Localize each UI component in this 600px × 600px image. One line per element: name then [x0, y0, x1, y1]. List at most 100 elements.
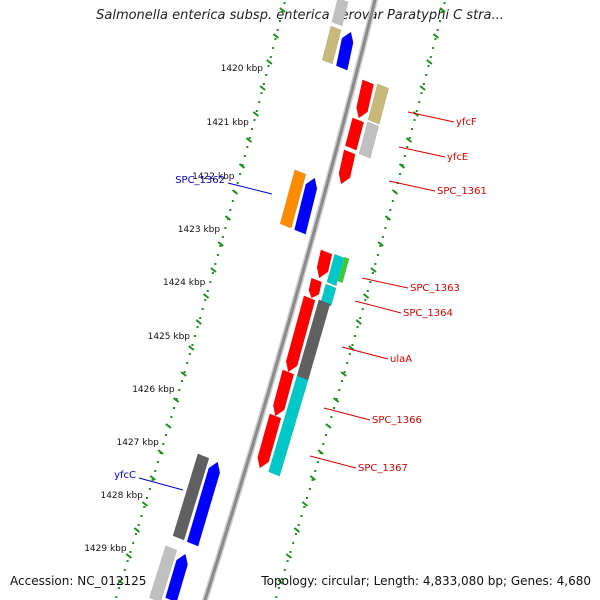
- tick-dot: [120, 578, 123, 580]
- gene-feature: [279, 169, 307, 229]
- tick-dot: [366, 290, 369, 292]
- tick-major: [224, 215, 232, 221]
- tick-major: [377, 241, 384, 247]
- tick-dot: [146, 497, 148, 499]
- tick-major: [117, 579, 124, 585]
- kbp-label: 1420 kbp: [221, 64, 264, 74]
- leader-line: [341, 346, 389, 360]
- tick-dot: [170, 416, 173, 418]
- tick-dot: [295, 533, 297, 535]
- tick-dot: [429, 56, 432, 58]
- tick-dot: [251, 128, 254, 130]
- kbp-label: 1429 kbp: [84, 544, 127, 554]
- tick-major: [439, 7, 446, 13]
- tick-dot: [188, 353, 191, 355]
- gene-feature: [335, 31, 354, 71]
- tick-dot: [427, 65, 430, 67]
- backbone-ring: [201, 0, 379, 600]
- tick-dot: [338, 389, 341, 391]
- tick-major: [157, 449, 164, 455]
- tick-dot: [272, 47, 275, 49]
- kbp-label: 1421 kbp: [206, 118, 249, 128]
- tick-major: [277, 579, 284, 585]
- gene-feature: [320, 283, 337, 307]
- tick-dot: [162, 443, 165, 445]
- tick-major: [384, 215, 392, 221]
- tick-dot: [330, 416, 333, 418]
- tick-dot: [335, 398, 338, 400]
- tick-dot: [311, 479, 314, 481]
- tick-dot: [316, 461, 319, 463]
- tick-major: [317, 449, 324, 455]
- tick-dot: [384, 227, 387, 229]
- tick-dot: [224, 227, 227, 229]
- tick-dot: [135, 533, 137, 535]
- gene-feature: [326, 253, 345, 287]
- tick-dot: [381, 236, 384, 238]
- tick-dot: [314, 470, 317, 472]
- tick-dot: [443, 2, 446, 4]
- tick-dot: [306, 497, 308, 499]
- kbp-label: 1428 kbp: [100, 491, 143, 501]
- tick-dot: [300, 515, 303, 517]
- kbp-label: 1424 kbp: [163, 278, 206, 288]
- tick-major: [259, 85, 266, 91]
- tick-major: [293, 527, 301, 533]
- gene-feature: [308, 277, 322, 299]
- tick-major: [279, 7, 286, 13]
- tick-dot: [219, 245, 222, 247]
- leader-line: [398, 146, 446, 158]
- leader-line: [138, 477, 184, 491]
- tick-dot: [115, 596, 118, 598]
- tick-dot: [418, 101, 421, 103]
- gene-feature: [272, 369, 295, 417]
- gene-label: SPC_1363: [410, 283, 460, 294]
- tick-dot: [154, 470, 157, 472]
- tick-major: [180, 371, 187, 377]
- tick-dot: [325, 434, 327, 436]
- tick-dot: [403, 155, 406, 157]
- tick-dot: [308, 488, 311, 490]
- tick-dot: [229, 209, 232, 211]
- tick-dot: [274, 38, 277, 40]
- tick-dot: [181, 380, 183, 382]
- tick-major: [238, 163, 246, 169]
- gene-feature: [356, 79, 374, 119]
- tick-major: [217, 241, 224, 247]
- leader-line: [323, 407, 371, 421]
- tick-dot: [178, 389, 181, 391]
- tick-dot: [351, 344, 354, 346]
- tick-major: [272, 33, 280, 39]
- tick-dot: [253, 119, 256, 121]
- tick-major: [348, 345, 355, 351]
- leader-line: [354, 300, 402, 314]
- tick-major: [149, 475, 156, 481]
- tick-dot: [201, 308, 204, 310]
- tick-dot: [236, 182, 239, 184]
- tick-dot: [399, 173, 402, 175]
- kbp-labels: 1420 kbp 1421 kbp 1422 kbp 1423 kbp 1424 kbp…: [84, 64, 263, 554]
- tick-major: [370, 267, 377, 273]
- tick-dot: [140, 515, 143, 517]
- tick-dot: [255, 110, 258, 112]
- tick-dot: [406, 146, 409, 148]
- kbp-label: 1423 kbp: [178, 225, 221, 235]
- tick-dot: [359, 317, 362, 319]
- tick-dot: [356, 326, 359, 328]
- tick-major: [231, 189, 239, 195]
- topology-summary: Topology: circular; Length: 4,833,080 bp…: [261, 574, 591, 588]
- tick-dot: [275, 596, 278, 598]
- tick-dot: [408, 137, 411, 139]
- tick-dot: [303, 506, 306, 508]
- tick-dot: [194, 335, 196, 337]
- leader-line: [227, 182, 273, 195]
- tick-marks: [115, 2, 446, 598]
- tick-major: [398, 163, 406, 169]
- tick-dot: [411, 128, 414, 130]
- gene-feature: [358, 121, 379, 159]
- gene-feature: [344, 117, 365, 151]
- tick-dot: [281, 11, 284, 13]
- tick-major: [202, 293, 210, 299]
- tick-dot: [376, 254, 379, 256]
